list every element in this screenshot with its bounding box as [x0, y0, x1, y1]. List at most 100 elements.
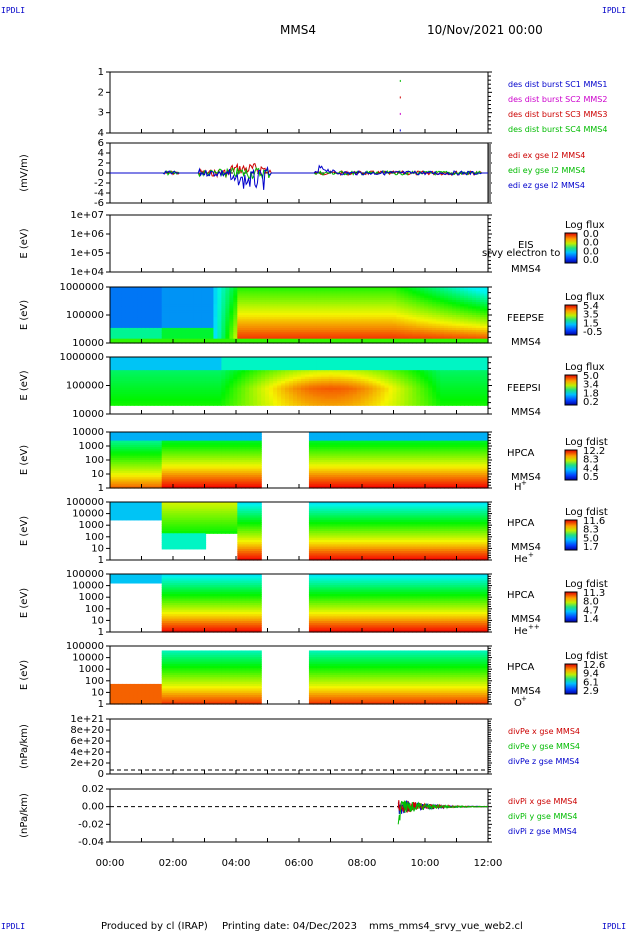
spectrogram-cell: [197, 367, 203, 371]
spectrogram-cell: [205, 374, 211, 378]
spectrogram-cell: [113, 297, 119, 301]
spectrogram-cell: [257, 291, 262, 295]
spectrogram-cell: [141, 325, 147, 329]
spectrogram-cell: [241, 291, 246, 295]
spectrogram-cell: [261, 383, 266, 387]
spectrogram-cell: [129, 370, 135, 373]
spectrogram-cell: [197, 291, 203, 295]
spectrogram-cell: [110, 293, 115, 297]
spectrogram-cell: [484, 304, 489, 307]
spectrogram-cell: [356, 319, 362, 323]
spectrogram-cell: [225, 325, 230, 329]
spectrogram-cell: [129, 319, 135, 323]
spectrogram-cell: [440, 330, 445, 333]
spectrogram-cell: [320, 295, 326, 299]
spectrogram-cell: [436, 291, 441, 295]
spectrogram-cell: [285, 312, 290, 316]
spectrogram-cell: [193, 304, 199, 307]
spectrogram-cell: [153, 325, 159, 329]
spectrogram-cell: [165, 381, 171, 384]
spectrogram-cell: [141, 363, 147, 367]
spectrogram-cell: [448, 325, 453, 329]
spectrogram-cell: [121, 327, 127, 331]
y-tick-label: 1000000: [59, 352, 104, 363]
spectrogram-cell: [121, 323, 127, 327]
spectrogram-cell: [117, 359, 123, 362]
spectrogram-cell: [265, 291, 270, 295]
spectrogram-cell: [380, 304, 386, 307]
spectrogram-cell: [332, 291, 338, 295]
spectrogram-cell: [412, 302, 417, 305]
spectrogram-cell: [332, 323, 338, 327]
spectrogram-cell: [129, 323, 135, 327]
spectrogram-cell: [233, 336, 238, 340]
spectrogram-cell: [476, 291, 481, 295]
spectrogram-cell: [177, 340, 183, 344]
spectrogram-cell: [364, 310, 370, 314]
y-axis-label: E (eV): [19, 228, 30, 258]
spectrogram-cell: [237, 321, 242, 325]
spectrogram-cell: [340, 295, 346, 299]
spectrogram-cell: [245, 306, 250, 310]
spectrogram-cell: [201, 325, 207, 329]
spectrogram-cell: [153, 308, 159, 312]
spectrogram-cell: [237, 291, 242, 295]
spectrogram-cell: [117, 306, 123, 310]
spectrogram-cell: [376, 306, 382, 310]
spectrogram-cell: [285, 293, 290, 297]
spectrogram-cell: [257, 317, 262, 320]
spectrogram-cell: [372, 291, 378, 295]
spectrogram-cell: [281, 389, 286, 393]
spectrogram-cell: [285, 374, 290, 378]
spectrogram-cell: [289, 385, 294, 389]
spectrogram-cell: [396, 299, 402, 303]
spectrogram-cell: [281, 396, 286, 400]
spectrogram-cell: [400, 338, 406, 342]
spectrogram-cell: [257, 361, 262, 365]
spectrogram-cell: [189, 398, 195, 402]
spectrogram-cell: [189, 367, 195, 371]
spectrogram-cell: [416, 295, 421, 299]
spectrogram-cell: [165, 398, 171, 402]
spectrogram-cell: [408, 338, 413, 342]
spectrogram-cell: [372, 317, 378, 320]
spectrogram-cell: [269, 370, 274, 373]
spectrogram-cell: [110, 361, 115, 365]
spectrogram-cell: [464, 340, 469, 344]
spectrogram-cell: [312, 338, 318, 342]
spectrogram-cell: [344, 302, 350, 305]
spectrogram-cell: [217, 387, 223, 391]
spectrogram-cell: [189, 363, 195, 367]
spectrogram-cell: [241, 367, 246, 371]
spectrogram-cell: [428, 323, 433, 327]
spectrogram-cell: [169, 359, 175, 362]
spectrogram-cell: [193, 299, 199, 303]
spectrogram-cell: [225, 315, 230, 318]
spectrogram-cell: [217, 334, 223, 338]
spectrogram-cell: [384, 334, 390, 338]
spectrogram-cell: [412, 315, 417, 318]
spectrogram-cell: [201, 299, 207, 303]
spectrogram-cell: [340, 323, 346, 327]
spectrogram-cell: [249, 376, 254, 380]
spectrogram-cell: [297, 302, 302, 305]
spectrogram-cell: [281, 372, 286, 376]
spectrogram-cell: [269, 308, 274, 312]
spectrogram-cell: [253, 330, 258, 333]
spectrogram-cell: [121, 359, 127, 362]
spectrogram-cell: [113, 392, 119, 395]
spectrogram-cell: [193, 310, 199, 314]
spectrogram-cell: [233, 323, 238, 327]
spectrogram-cell: [209, 398, 215, 402]
spectrogram-cell: [153, 387, 159, 391]
spectrogram-cell: [464, 295, 469, 299]
spectrogram-cell: [153, 385, 159, 389]
spectrogram-cell: [384, 330, 390, 333]
spectrogram-cell: [201, 365, 207, 369]
spectrogram-cell: [221, 304, 226, 307]
spectrogram-cell: [484, 293, 489, 297]
legend-entry: des dist burst SC4 MMS4: [508, 125, 607, 134]
spectrogram-cell: [281, 334, 286, 338]
spectrogram-cell: [336, 310, 342, 314]
spectrogram-cell: [316, 332, 322, 335]
